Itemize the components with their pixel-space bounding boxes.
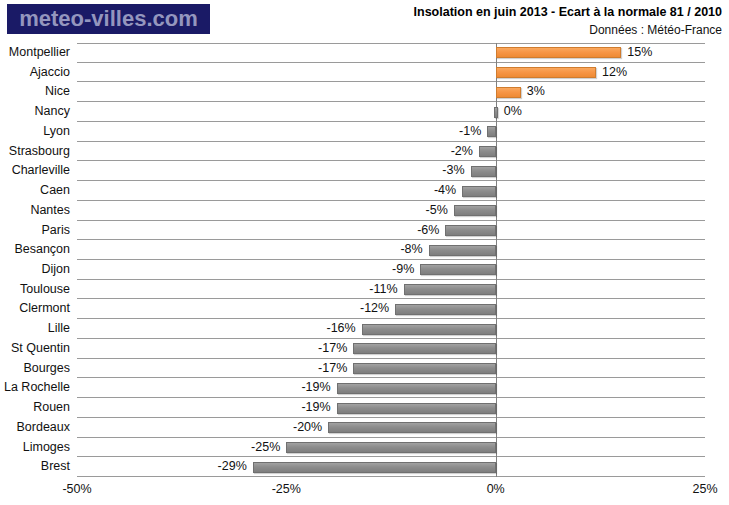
category-label: Paris <box>0 221 70 241</box>
value-label: -3% <box>410 161 465 181</box>
value-label: -16% <box>301 319 356 339</box>
value-label: -29% <box>192 457 247 477</box>
value-label: -17% <box>292 339 347 359</box>
data-bar <box>353 363 495 374</box>
category-label: Nancy <box>0 102 70 122</box>
category-label: Strasbourg <box>0 142 70 162</box>
category-label: Brest <box>0 457 70 477</box>
data-bar <box>353 343 495 354</box>
value-label: -8% <box>368 240 423 260</box>
category-label: Besançon <box>0 240 70 260</box>
data-bar <box>496 67 597 78</box>
data-bar <box>445 225 495 236</box>
data-bar <box>496 87 521 98</box>
data-bar <box>496 47 622 58</box>
value-label: -2% <box>418 142 473 162</box>
data-bar <box>337 383 496 394</box>
value-label: 3% <box>527 82 545 102</box>
category-label: Lille <box>0 319 70 339</box>
value-label: -6% <box>384 221 439 241</box>
row-separator <box>77 82 705 102</box>
data-bar <box>471 166 496 177</box>
data-bar <box>420 264 495 275</box>
value-label: -11% <box>343 280 398 300</box>
data-bar <box>479 146 496 157</box>
bar-chart: Montpellier 15% Ajaccio 12% Nice 3% Nancy 0% Lyo… <box>0 0 729 505</box>
value-label: -17% <box>292 359 347 379</box>
category-label: Rouen <box>0 398 70 418</box>
value-label: -5% <box>393 201 448 221</box>
data-bar <box>404 284 496 295</box>
value-label: -4% <box>401 181 456 201</box>
row-separator <box>77 181 705 201</box>
page: { "header": { "logo_text": "meteo-villes… <box>0 0 729 505</box>
category-label: Dijon <box>0 260 70 280</box>
value-label: 0% <box>504 102 522 122</box>
data-bar <box>395 304 496 315</box>
data-bar <box>337 403 496 414</box>
category-label: Nice <box>0 82 70 102</box>
x-axis-tick-label: -50% <box>45 482 109 496</box>
x-axis-tick-label: -25% <box>254 482 318 496</box>
data-bar <box>454 205 496 216</box>
category-label: Lyon <box>0 122 70 142</box>
category-label: Limoges <box>0 438 70 458</box>
data-bar <box>286 442 495 453</box>
category-label: Charleville <box>0 161 70 181</box>
category-label: La Rochelle <box>0 378 70 398</box>
category-label: St Quentin <box>0 339 70 359</box>
category-label: Montpellier <box>0 43 70 63</box>
data-bar <box>487 126 495 137</box>
x-axis-tick-label: 25% <box>673 482 729 496</box>
category-label: Bordeaux <box>0 418 70 438</box>
value-label: 12% <box>602 63 627 83</box>
category-label: Toulouse <box>0 280 70 300</box>
value-label: -20% <box>267 418 322 438</box>
value-label: 15% <box>627 43 652 63</box>
row-separator <box>77 299 705 319</box>
row-separator <box>77 122 705 142</box>
data-bar <box>253 462 496 473</box>
value-label: -1% <box>426 122 481 142</box>
category-label: Ajaccio <box>0 63 70 83</box>
value-label: -25% <box>225 438 280 458</box>
category-label: Bourges <box>0 359 70 379</box>
row-separator <box>77 142 705 162</box>
data-bar <box>494 107 498 118</box>
value-label: -12% <box>334 299 389 319</box>
data-bar <box>328 422 496 433</box>
row-separator <box>77 102 705 122</box>
value-label: -9% <box>359 260 414 280</box>
value-label: -19% <box>276 378 331 398</box>
category-label: Nantes <box>0 201 70 221</box>
value-label: -19% <box>276 398 331 418</box>
row-separator <box>77 161 705 181</box>
data-bar <box>362 324 496 335</box>
category-label: Clermont <box>0 299 70 319</box>
data-bar <box>429 245 496 256</box>
row-separator <box>77 201 705 221</box>
category-label: Caen <box>0 181 70 201</box>
data-bar <box>462 186 496 197</box>
x-axis-tick-label: 0% <box>464 482 528 496</box>
